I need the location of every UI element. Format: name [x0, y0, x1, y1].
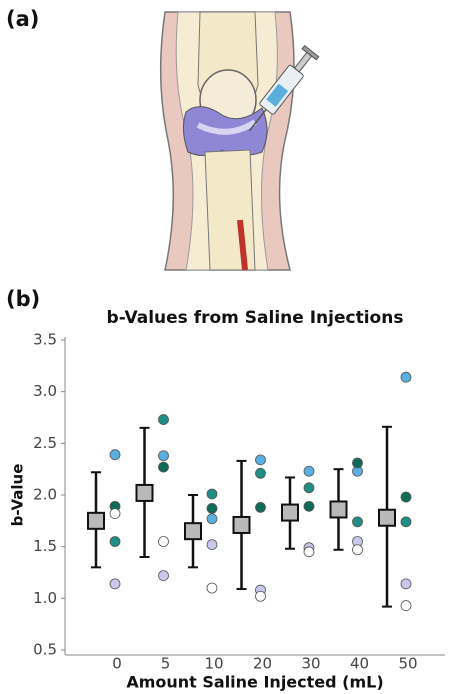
data-point: [401, 372, 411, 382]
data-point: [401, 601, 411, 611]
x-tick-label: 5: [161, 655, 171, 673]
data-point: [207, 514, 217, 524]
data-point: [110, 509, 120, 519]
data-point: [304, 483, 314, 493]
mean-marker: [379, 510, 395, 526]
panel-label: (b): [6, 287, 40, 311]
data-point: [304, 501, 314, 511]
data-point: [207, 489, 217, 499]
figure: (a) (b) b-Values from Saline Injections …: [0, 0, 453, 694]
y-tick-label: 1.0: [33, 589, 57, 607]
x-tick-label: 10: [204, 655, 223, 673]
mean-marker: [331, 501, 347, 517]
data-point: [256, 502, 266, 512]
data-point: [304, 466, 314, 476]
data-point: [401, 492, 411, 502]
x-tick-label: 50: [398, 655, 417, 673]
data-point: [159, 415, 169, 425]
data-point: [304, 547, 314, 557]
data-point: [353, 517, 363, 527]
data-point: [159, 451, 169, 461]
data-point: [207, 503, 217, 513]
x-axis-label: Amount Saline Injected (mL): [126, 673, 383, 692]
data-point: [353, 458, 363, 468]
data-point: [256, 591, 266, 601]
data-point: [401, 579, 411, 589]
mean-marker: [282, 505, 298, 521]
y-axis-label: b-Value: [9, 464, 27, 527]
mean-marker: [137, 485, 153, 501]
data-point: [353, 545, 363, 555]
x-tick-label: 0: [112, 655, 122, 673]
x-tick-label: 40: [350, 655, 369, 673]
mean-marker: [234, 517, 250, 533]
y-tick-label: 1.5: [33, 537, 57, 555]
knee-illustration: [161, 12, 319, 270]
data-point: [207, 583, 217, 593]
data-point: [110, 537, 120, 547]
y-tick-label: 2.0: [33, 486, 57, 504]
data-point: [401, 517, 411, 527]
chart-title: b-Values from Saline Injections: [107, 308, 404, 328]
panel-label: (a): [6, 7, 39, 31]
data-point: [159, 571, 169, 581]
y-tick-label: 2.5: [33, 434, 57, 452]
y-tick-label: 3.5: [33, 331, 57, 349]
mean-marker: [88, 513, 104, 529]
data-point: [256, 468, 266, 478]
y-tick-label: 0.5: [33, 641, 57, 659]
data-point: [110, 450, 120, 460]
y-tick-label: 3.0: [33, 382, 57, 400]
data-point: [110, 579, 120, 589]
data-point: [159, 537, 169, 547]
x-tick-label: 30: [301, 655, 320, 673]
x-tick-label: 20: [253, 655, 272, 673]
mean-marker: [185, 523, 201, 539]
data-point: [207, 540, 217, 550]
data-point: [159, 462, 169, 472]
data-point: [256, 455, 266, 465]
